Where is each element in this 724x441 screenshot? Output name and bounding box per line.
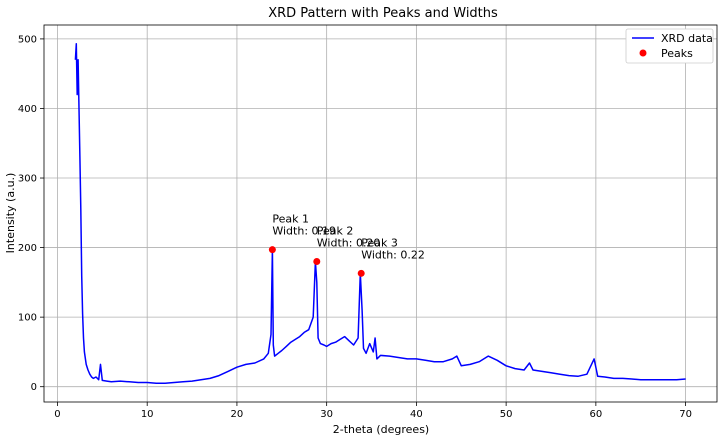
plot-frame bbox=[43, 24, 718, 403]
x-tick-label: 0 bbox=[54, 409, 60, 420]
x-axis-title: 2-theta (degrees) bbox=[333, 423, 429, 436]
x-tick-label: 30 bbox=[320, 409, 333, 420]
y-tick-label: 400 bbox=[18, 104, 37, 115]
x-tick-label: 10 bbox=[141, 409, 154, 420]
peak-annotation-title-1: Peak 1 bbox=[272, 213, 309, 226]
peak-annotation-width-2: Width: 0.20 bbox=[317, 236, 381, 249]
y-tick-label: 0 bbox=[31, 382, 37, 393]
peak-annotation-width-3: Width: 0.22 bbox=[361, 248, 425, 261]
y-tick-label: 300 bbox=[18, 174, 37, 185]
x-tick-label: 70 bbox=[679, 409, 692, 420]
peak-marker-2 bbox=[313, 257, 321, 265]
peak-annotation-width-1: Width: 0.19 bbox=[272, 225, 336, 238]
peak-annotation-title-2: Peak 2 bbox=[317, 224, 354, 237]
tick-layer: 0 10 20 30 40 50 60 70 0 100 200 300 400 500 bbox=[18, 34, 692, 420]
x-tick-label: 60 bbox=[589, 409, 602, 420]
chart-title: XRD Pattern with Peaks and Widths bbox=[268, 6, 498, 21]
data-layer bbox=[74, 43, 686, 384]
peak-marker-3 bbox=[357, 269, 365, 277]
y-tick-label: 500 bbox=[18, 34, 37, 45]
peak-marker-1 bbox=[268, 246, 276, 254]
y-tick-label: 200 bbox=[18, 243, 37, 254]
grid-layer bbox=[44, 25, 717, 402]
y-tick-label: 100 bbox=[18, 313, 37, 324]
x-tick-label: 50 bbox=[500, 409, 513, 420]
peak-annotation-title-3: Peak 3 bbox=[361, 236, 398, 249]
legend-marker-swatch bbox=[639, 49, 647, 57]
x-tick-label: 20 bbox=[231, 409, 244, 420]
x-tick-label: 40 bbox=[410, 409, 423, 420]
legend-label-xrd-data: XRD data bbox=[661, 32, 713, 45]
xrd-data-line bbox=[74, 43, 686, 384]
y-axis-title: Intensity (a.u.) bbox=[4, 173, 17, 254]
legend-label-peaks: Peaks bbox=[661, 47, 693, 60]
legend: XRD data Peaks bbox=[625, 28, 714, 64]
